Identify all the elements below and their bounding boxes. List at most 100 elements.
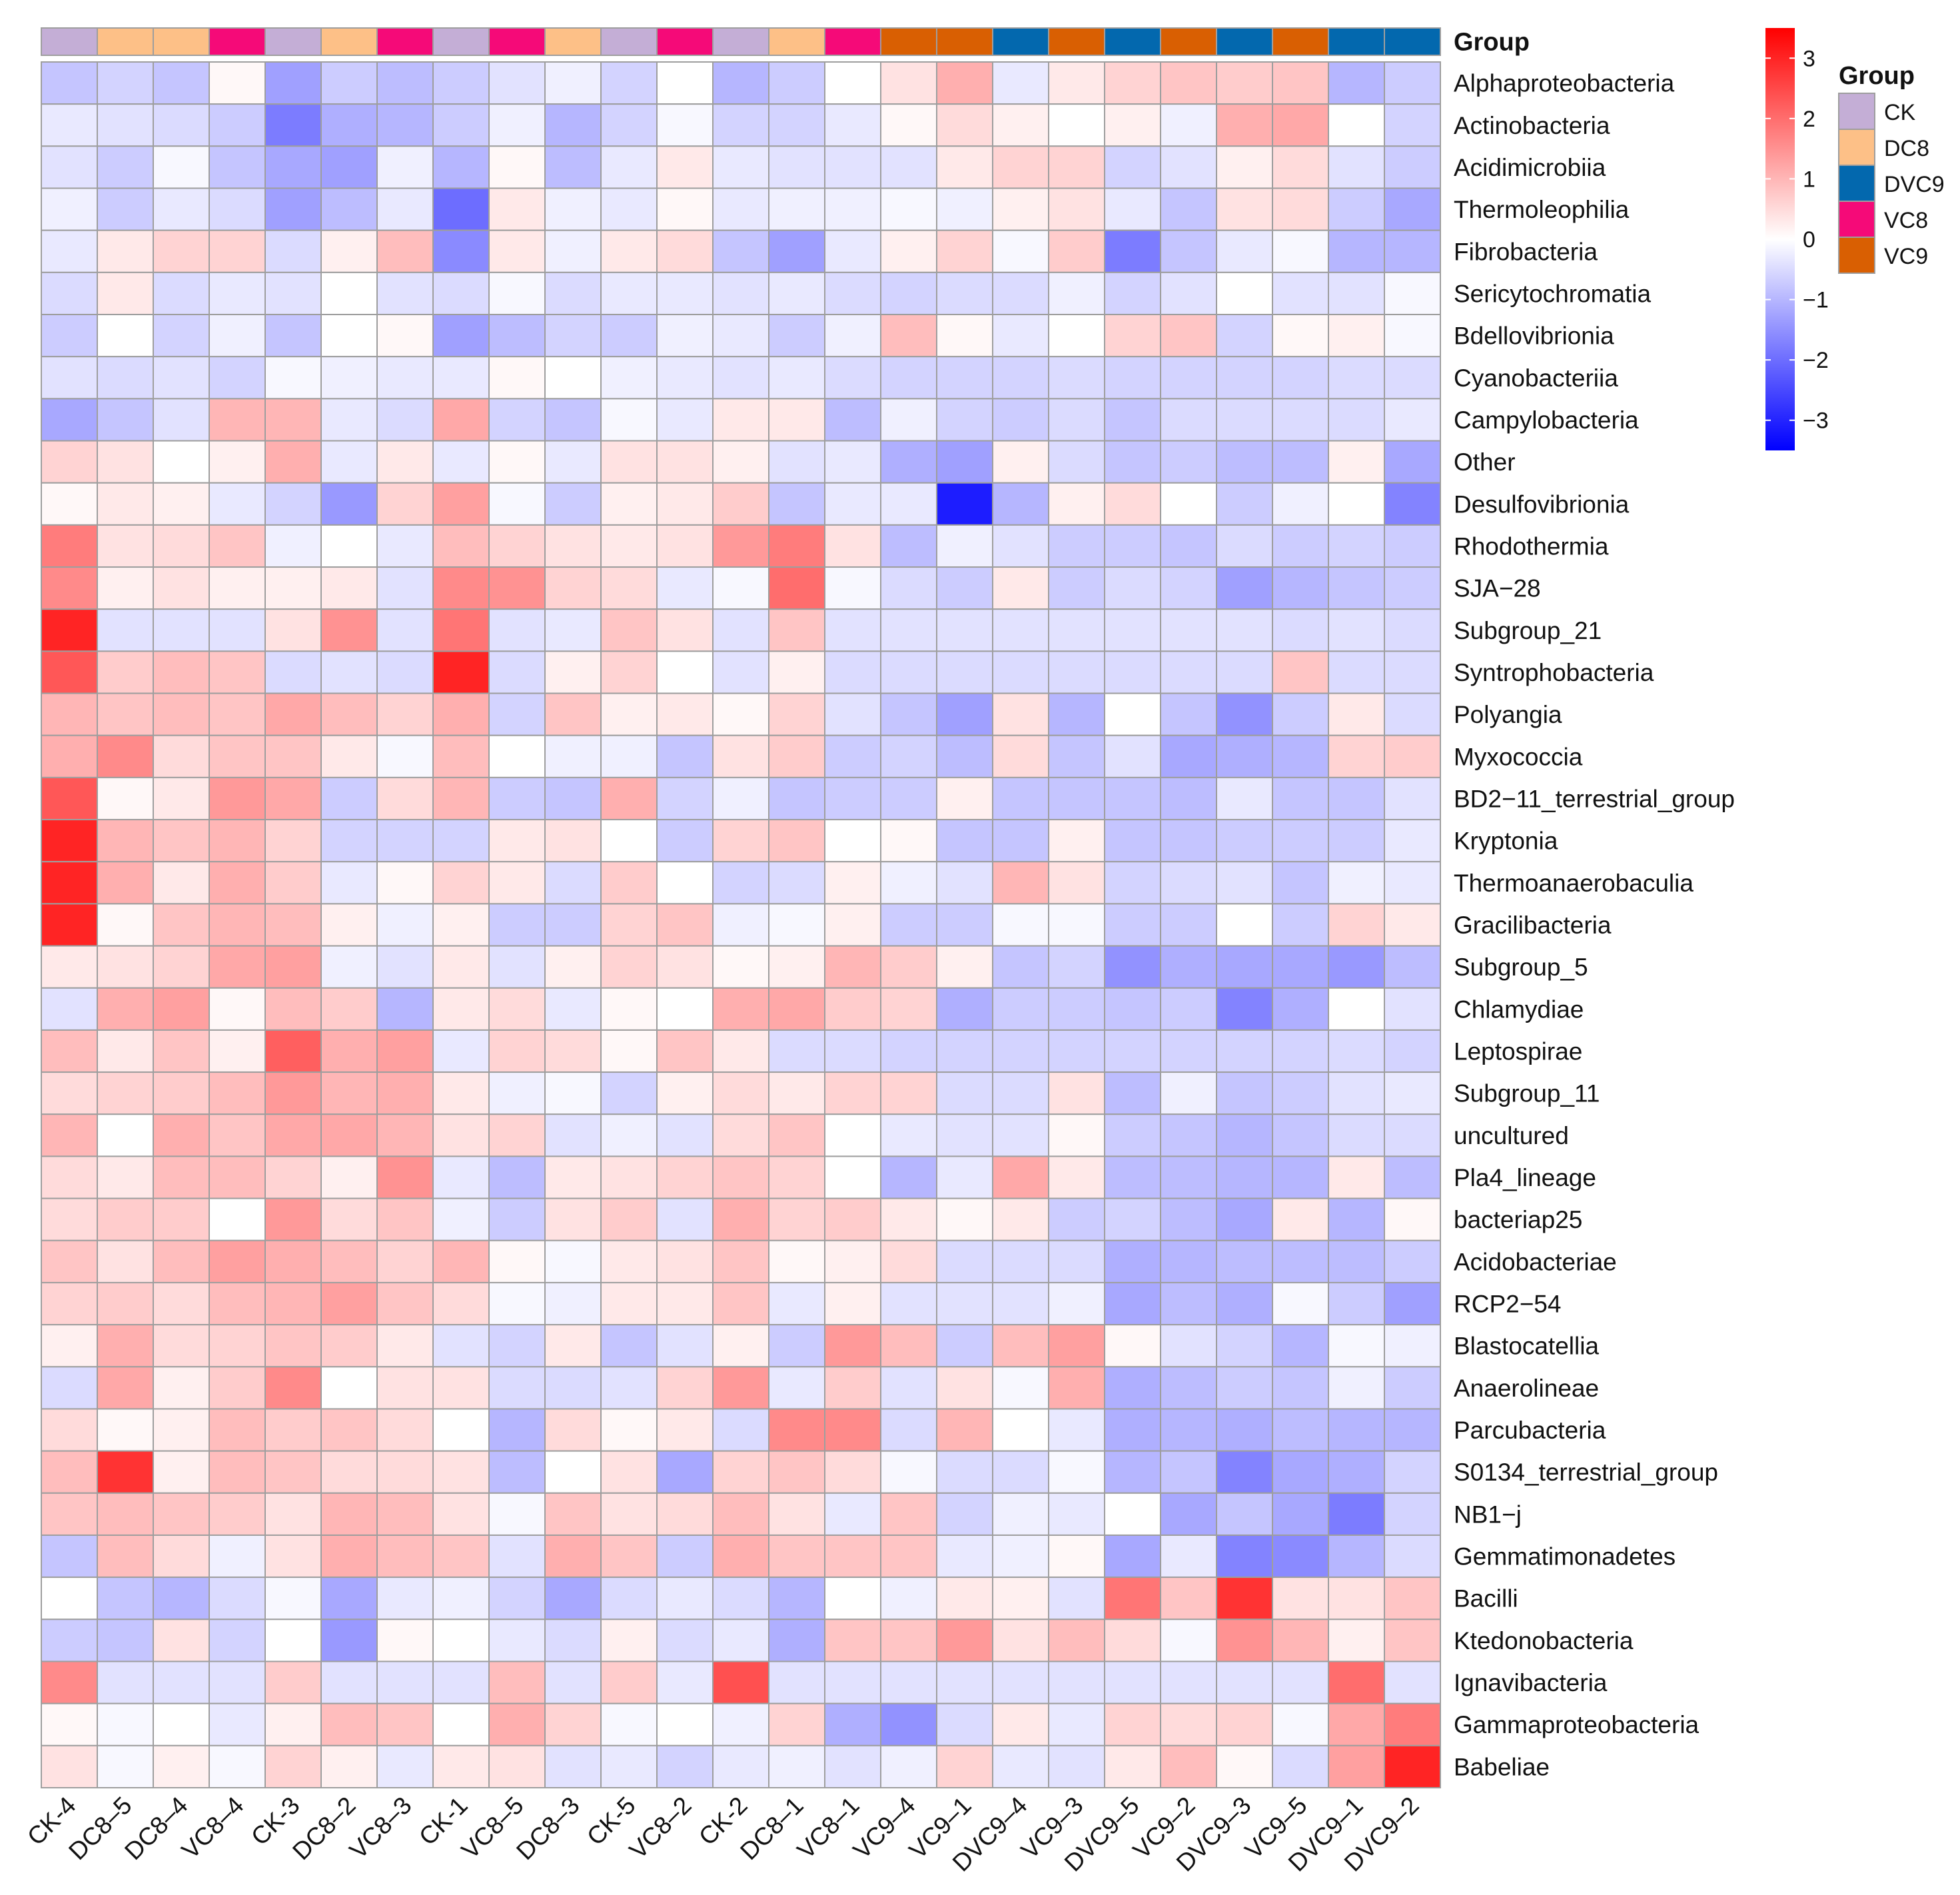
heatmap-cell bbox=[432, 1071, 490, 1115]
heatmap-cell bbox=[656, 1744, 714, 1789]
heatmap-cell bbox=[992, 1281, 1049, 1326]
heatmap-cell bbox=[376, 1281, 434, 1326]
heatmap-cell bbox=[41, 566, 98, 610]
heatmap-cell bbox=[1272, 608, 1329, 652]
heatmap-cell bbox=[1272, 903, 1329, 947]
heatmap-cell bbox=[376, 1324, 434, 1368]
heatmap-cell bbox=[880, 1071, 937, 1115]
heatmap-cell bbox=[936, 314, 993, 358]
heatmap-cell bbox=[936, 1366, 993, 1410]
heatmap-cell bbox=[264, 734, 322, 778]
heatmap-cell bbox=[1272, 819, 1329, 863]
row-label: Alphaproteobacteria bbox=[1454, 70, 1675, 97]
heatmap-cell bbox=[1104, 1281, 1161, 1326]
heatmap-cell bbox=[656, 1366, 714, 1410]
heatmap-cell bbox=[153, 145, 210, 189]
heatmap-cell bbox=[1216, 1239, 1273, 1283]
heatmap-cell bbox=[544, 271, 602, 316]
heatmap-cell bbox=[209, 187, 266, 231]
heatmap-cell bbox=[936, 987, 993, 1031]
heatmap-cell bbox=[1384, 734, 1441, 778]
heatmap-cell bbox=[1384, 1071, 1441, 1115]
heatmap-cell bbox=[432, 145, 490, 189]
heatmap-cell bbox=[97, 608, 154, 652]
heatmap-cell bbox=[1384, 1744, 1441, 1789]
heatmap-cell bbox=[992, 482, 1049, 526]
heatmap-cell bbox=[97, 524, 154, 568]
heatmap-cell bbox=[768, 1324, 825, 1368]
heatmap-cell bbox=[1216, 524, 1273, 568]
heatmap-cell bbox=[41, 1324, 98, 1368]
heatmap-cell bbox=[712, 187, 769, 231]
heatmap-cell bbox=[1216, 1408, 1273, 1452]
heatmap-cell bbox=[41, 1492, 98, 1536]
heatmap-cell bbox=[992, 566, 1049, 610]
heatmap-cell bbox=[41, 1281, 98, 1326]
color-scale-tick-label: 2 bbox=[1803, 107, 1815, 132]
group-annotation-cell bbox=[1328, 27, 1385, 56]
heatmap-cell bbox=[1216, 1071, 1273, 1115]
heatmap-cell bbox=[1384, 482, 1441, 526]
heatmap-cell bbox=[712, 1071, 769, 1115]
heatmap-cell bbox=[1160, 524, 1217, 568]
heatmap-cell bbox=[544, 145, 602, 189]
heatmap-cell bbox=[600, 1113, 658, 1157]
heatmap-cell bbox=[600, 398, 658, 442]
heatmap-cell bbox=[992, 1702, 1049, 1746]
heatmap-cell bbox=[41, 356, 98, 400]
heatmap-cell bbox=[488, 566, 546, 610]
heatmap-cell bbox=[656, 61, 714, 105]
heatmap-cell bbox=[880, 608, 937, 652]
heatmap-cell bbox=[153, 229, 210, 273]
heatmap-cell bbox=[97, 566, 154, 610]
heatmap-cell bbox=[209, 1408, 266, 1452]
row-label: Other bbox=[1454, 448, 1516, 476]
heatmap-cell bbox=[97, 187, 154, 231]
heatmap-cell bbox=[544, 566, 602, 610]
heatmap-cell bbox=[656, 776, 714, 821]
heatmap-cell bbox=[320, 1071, 378, 1115]
heatmap-cell bbox=[320, 440, 378, 484]
heatmap-cell bbox=[1216, 1534, 1273, 1579]
heatmap-cell bbox=[97, 1029, 154, 1073]
heatmap-cell bbox=[488, 398, 546, 442]
heatmap-cell bbox=[936, 1660, 993, 1704]
heatmap-cell bbox=[264, 1744, 322, 1789]
heatmap-cell bbox=[768, 145, 825, 189]
heatmap-cell bbox=[488, 1577, 546, 1620]
heatmap-cell bbox=[1048, 1702, 1105, 1746]
heatmap-cell bbox=[488, 1281, 546, 1326]
heatmap-cell bbox=[1104, 1408, 1161, 1452]
heatmap-cell bbox=[936, 61, 993, 105]
heatmap-cell bbox=[880, 1450, 937, 1494]
heatmap-cell bbox=[153, 1450, 210, 1494]
heatmap-cell bbox=[209, 314, 266, 358]
heatmap-cell bbox=[264, 61, 322, 105]
group-legend-swatch bbox=[1838, 165, 1875, 202]
heatmap-cell bbox=[992, 440, 1049, 484]
heatmap-cell bbox=[1272, 1660, 1329, 1704]
heatmap-cell bbox=[544, 1281, 602, 1326]
heatmap-cell bbox=[1160, 1492, 1217, 1536]
heatmap-cell bbox=[1048, 187, 1105, 231]
heatmap-cell bbox=[936, 271, 993, 316]
heatmap-cell bbox=[1048, 1366, 1105, 1410]
heatmap-cell bbox=[656, 903, 714, 947]
row-labels: Alphaproteobacteria Actinobacteria Acidimi… bbox=[1454, 70, 1735, 1781]
heatmap-cell bbox=[544, 1660, 602, 1704]
heatmap-cell bbox=[153, 61, 210, 105]
heatmap-cell bbox=[432, 103, 490, 147]
heatmap-cell bbox=[432, 1239, 490, 1283]
heatmap-cell bbox=[1104, 1155, 1161, 1199]
heatmap-cell bbox=[264, 1239, 322, 1283]
heatmap-cell bbox=[992, 1197, 1049, 1241]
heatmap-cell bbox=[41, 734, 98, 778]
row-label: Subgroup_5 bbox=[1454, 953, 1588, 981]
heatmap-cell bbox=[1272, 650, 1329, 694]
heatmap-cell bbox=[1384, 1197, 1441, 1241]
heatmap-cell bbox=[936, 1577, 993, 1620]
heatmap-cell bbox=[824, 103, 881, 147]
heatmap-cell bbox=[992, 608, 1049, 652]
heatmap-cell bbox=[432, 1113, 490, 1157]
heatmap-cell bbox=[1216, 229, 1273, 273]
